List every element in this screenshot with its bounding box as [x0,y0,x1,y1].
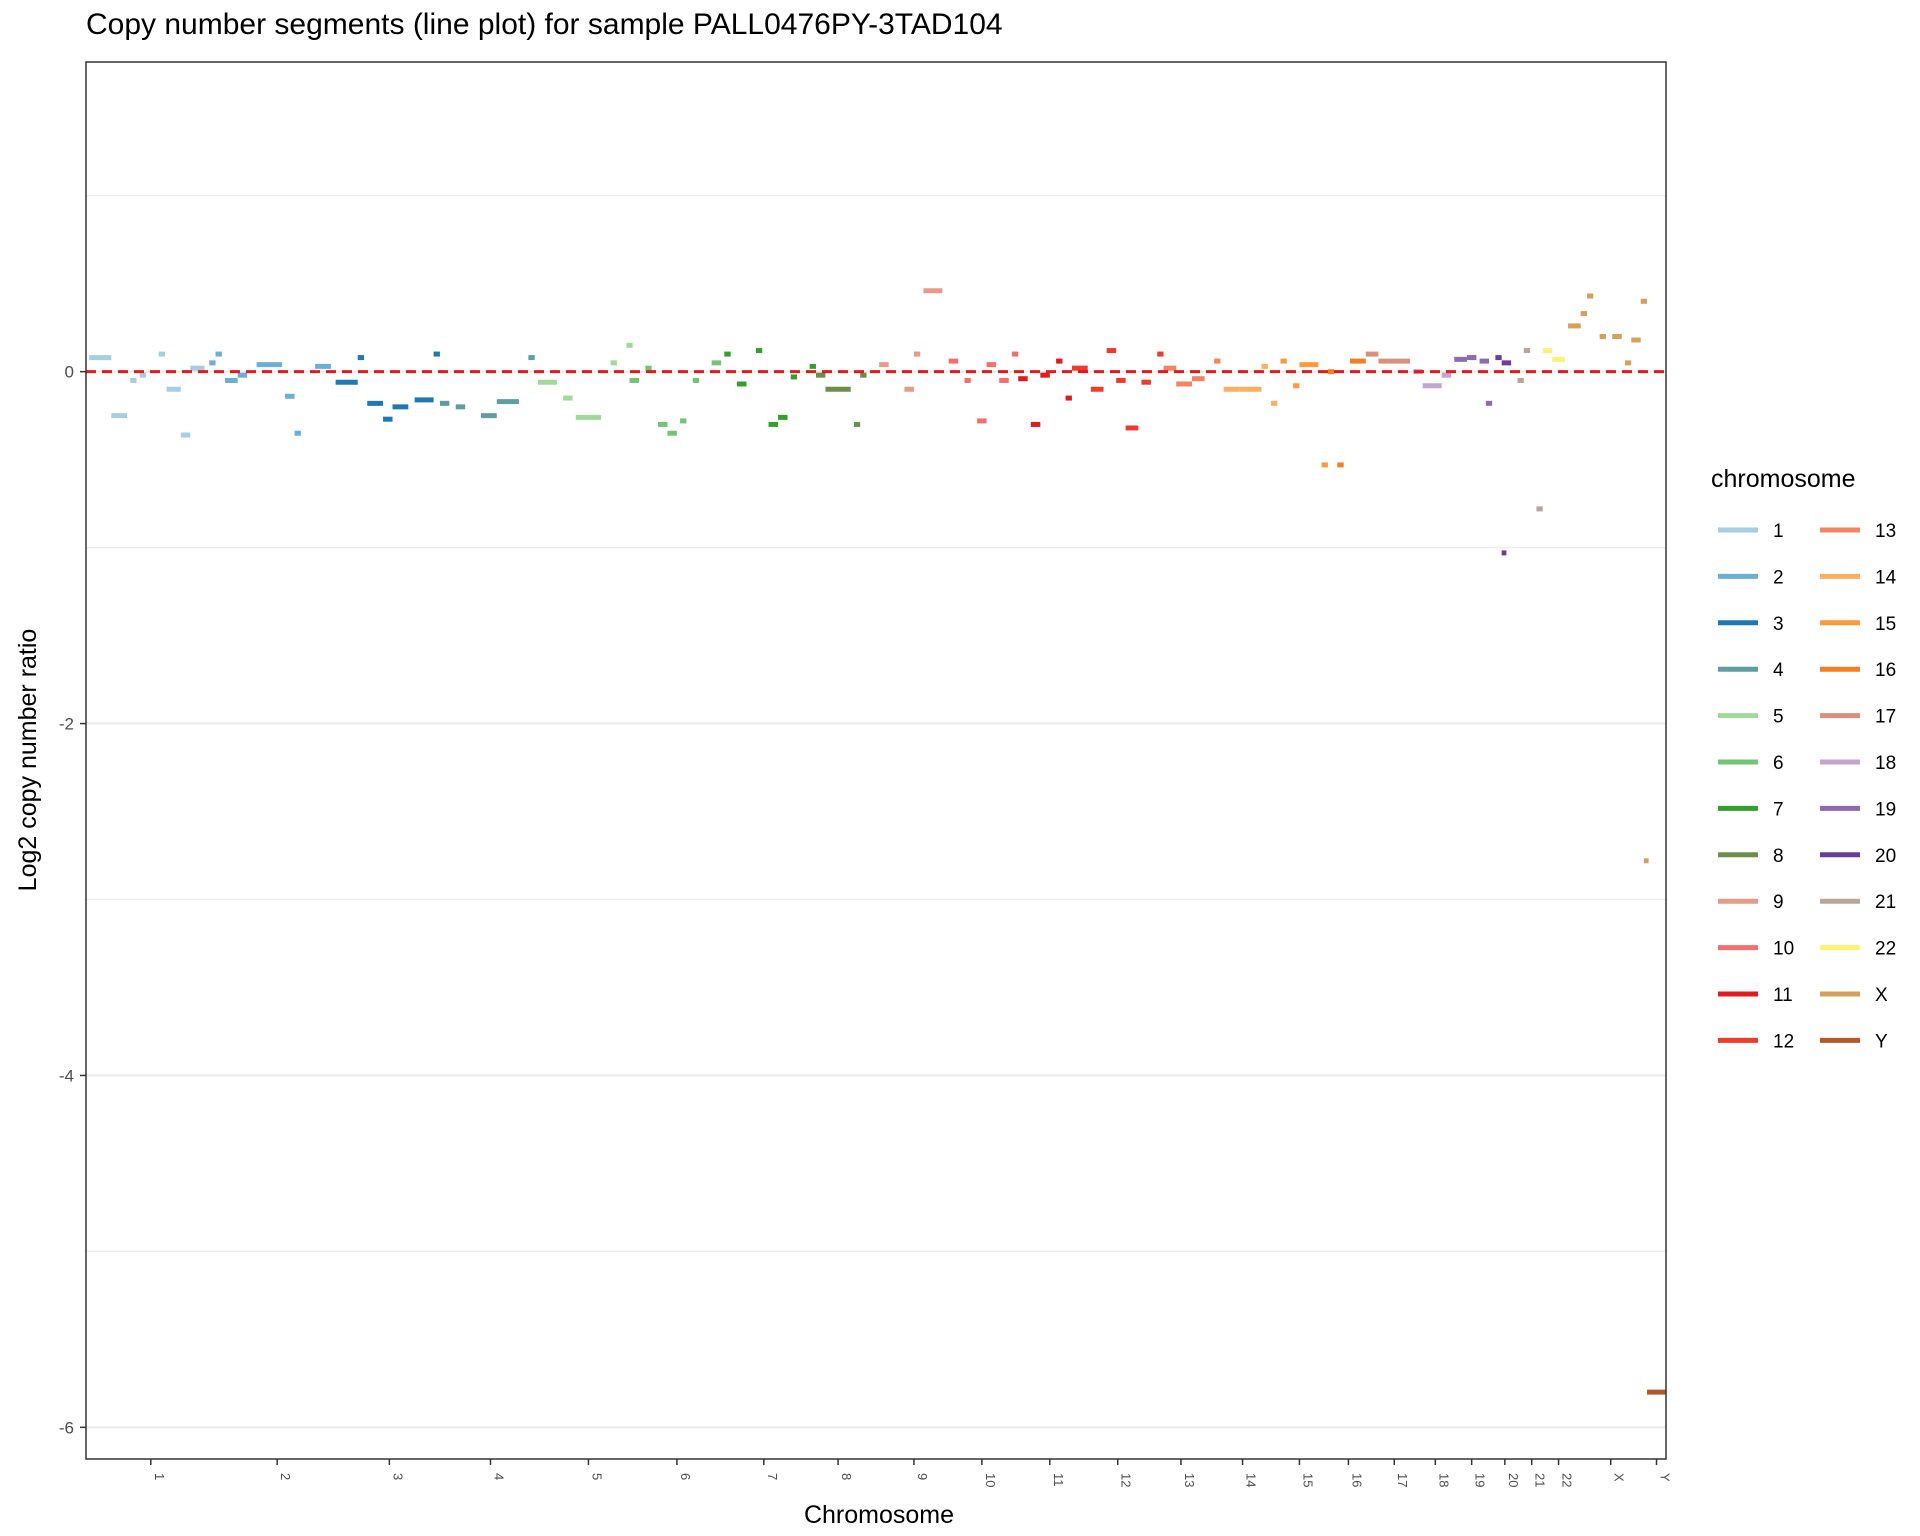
x-tick-label: 11 [1051,1473,1066,1487]
legend-item-Y: Y [1820,1031,1888,1052]
legend-label: 12 [1773,1031,1794,1052]
x-tick-label: 7 [765,1473,780,1480]
x-tick-label: 10 [983,1473,998,1487]
legend-item-7: 7 [1718,799,1784,820]
y-tick-label: -4 [59,1066,74,1085]
legend-label: 10 [1773,939,1794,960]
legend-label: 19 [1875,799,1896,820]
legend-item-16: 16 [1820,660,1896,681]
x-tick-label: 3 [390,1473,405,1480]
legend-item-5: 5 [1718,707,1784,728]
x-tick-label: 2 [278,1473,293,1480]
legend-item-14: 14 [1820,567,1897,588]
x-tick-label: 21 [1533,1473,1548,1487]
legend-item-21: 21 [1820,892,1896,913]
y-axis-title: Log2 copy number ratio [14,629,42,892]
legend-item-13: 13 [1820,521,1896,542]
legend-label: 7 [1773,799,1784,820]
x-tick-label: 13 [1182,1473,1197,1487]
legend-item-10: 10 [1718,939,1794,960]
legend-label: 8 [1773,846,1784,867]
x-tick-label: 16 [1349,1473,1364,1487]
x-tick-label: 4 [491,1473,506,1480]
legend-item-11: 11 [1718,985,1793,1006]
legend-item-X: X [1820,985,1888,1006]
legend-item-8: 8 [1718,846,1784,867]
legend-label: 2 [1773,567,1784,588]
legend-label: 22 [1875,939,1896,960]
y-tick-label: -2 [59,715,74,734]
grid-lines [86,195,1666,1429]
x-tick-label: 17 [1395,1473,1410,1487]
y-tick-label: 0 [65,363,74,382]
legend-label: 5 [1773,707,1784,728]
x-tick-label: 15 [1300,1473,1315,1487]
legend-label: X [1875,985,1888,1006]
x-tick-label: 9 [915,1473,930,1480]
x-axis-title: Chromosome [804,1501,954,1529]
legend-label: 6 [1773,753,1784,774]
legend: chromosome123456789101112131415161718192… [1711,465,1897,1052]
x-tick-label: 22 [1560,1473,1575,1487]
legend-item-20: 20 [1820,846,1896,867]
legend-label: 3 [1773,614,1784,635]
x-tick-label: 18 [1436,1473,1451,1487]
legend-item-6: 6 [1718,753,1784,774]
legend-item-2: 2 [1718,567,1784,588]
legend-item-18: 18 [1820,753,1896,774]
x-tick-label: X [1612,1473,1627,1482]
legend-item-1: 1 [1718,521,1784,542]
legend-item-17: 17 [1820,707,1896,728]
y-tick-label: -6 [59,1418,74,1437]
legend-label: 21 [1875,892,1896,913]
x-tick-label: Y [1658,1473,1673,1482]
legend-item-9: 9 [1718,892,1784,913]
legend-label: Y [1875,1031,1888,1052]
x-tick-label: 20 [1506,1473,1521,1487]
legend-label: 14 [1875,567,1897,588]
legend-label: 18 [1875,753,1896,774]
y-axis-ticks: 0 -2 -4 -6 [59,363,86,1437]
legend-label: 15 [1875,614,1896,635]
legend-label: 13 [1875,521,1896,542]
legend-label: 9 [1773,892,1784,913]
x-tick-label: 19 [1473,1473,1488,1487]
x-tick-label: 1 [152,1473,167,1480]
x-tick-label: 12 [1119,1473,1134,1487]
x-tick-label: 6 [678,1473,693,1480]
legend-item-22: 22 [1820,939,1896,960]
legend-item-4: 4 [1718,660,1784,681]
legend-title: chromosome [1711,465,1856,493]
plot-panel-border [85,61,1667,1460]
segment-marks [89,288,1666,1395]
legend-item-3: 3 [1718,614,1784,635]
legend-label: 20 [1875,846,1896,867]
chart-title: Copy number segments (line plot) for sam… [86,8,1003,41]
x-tick-label: 5 [589,1473,604,1480]
legend-item-19: 19 [1820,799,1896,820]
legend-label: 17 [1875,707,1896,728]
legend-label: 11 [1773,985,1793,1006]
x-tick-label: 14 [1244,1473,1259,1487]
x-tick-label: 8 [839,1473,854,1480]
legend-label: 16 [1875,660,1896,681]
x-axis-ticks: 1 2 3 4 5 6 7 8 9 10 11 12 13 14 15 16 17 18 19 20 21 22 X Y [150,1459,1673,1487]
legend-label: 4 [1773,660,1784,681]
legend-label: 1 [1773,521,1784,542]
legend-item-15: 15 [1820,614,1896,635]
legend-item-12: 12 [1718,1031,1794,1052]
